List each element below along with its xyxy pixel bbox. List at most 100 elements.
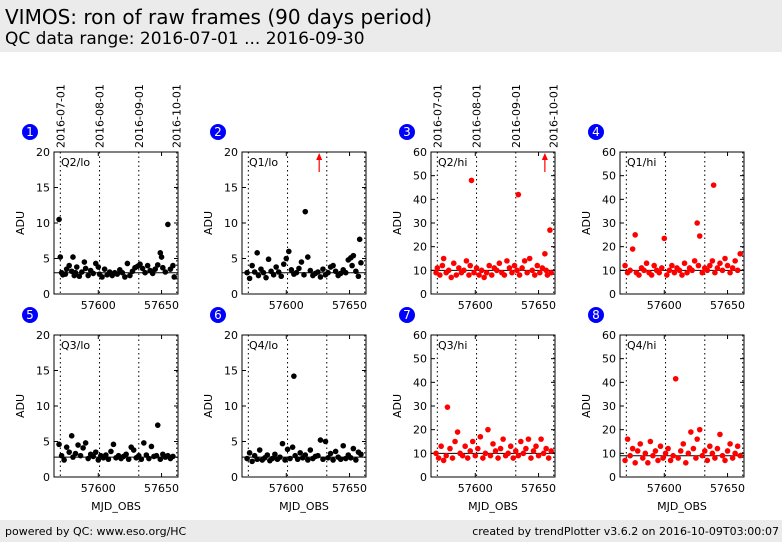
panel-5-ytick-label-1: 5: [43, 436, 50, 449]
panel-2-point-47: [356, 236, 363, 243]
panel-7-point-44: [543, 445, 549, 452]
footer-generator: created by trendPlotter v3.6.2 on 2016-1…: [472, 525, 779, 538]
panel-5-label: Q3/lo: [61, 339, 90, 352]
panel-1-point-39: [142, 269, 148, 276]
panel-3-xtick-label-1: 57650: [521, 299, 556, 312]
panel-6-point-36: [332, 448, 339, 455]
panel-5-point-21: [108, 448, 114, 455]
panel-8-point-41: [724, 448, 731, 454]
panel-7-point-43: [540, 450, 547, 457]
panel-3-point-43: [534, 262, 541, 269]
panel-3-point-8: [450, 260, 457, 267]
panel-2-point-25: [304, 254, 311, 260]
panel-4-point-17: [664, 272, 670, 278]
panel-4-point-15: [658, 265, 665, 271]
panel-8-ytick-label-1: 10: [602, 447, 616, 460]
panel-8-point-0: [622, 457, 628, 464]
panel-8-point-11: [650, 452, 656, 459]
panel-4-point-16: [661, 235, 668, 242]
panel-3-point-9: [453, 272, 460, 278]
panel-6-point-26: [307, 447, 314, 453]
panel-8-point-29: [694, 436, 700, 442]
panel-3-point-30: [504, 258, 510, 264]
panel-4-point-46: [732, 258, 738, 264]
panel-3-ytick-label-6: 60: [413, 146, 427, 159]
panel-3-ylabel: ADU: [391, 211, 404, 235]
panel-4-point-38: [712, 269, 718, 276]
panel-7-point-21: [485, 426, 491, 433]
panel-5-point-15: [92, 449, 99, 455]
panel-3-point-50: [548, 269, 555, 276]
panel-3-point-1: [434, 265, 441, 271]
panel-4-point-35: [707, 262, 713, 269]
panel-8-point-13: [655, 457, 661, 464]
panel-4-point-36: [709, 258, 716, 264]
panel-8-point-21: [675, 455, 682, 461]
panel-4-ytick-label-3: 30: [602, 217, 616, 230]
panel-2-point-40: [342, 269, 349, 276]
panel-7-ytick-label-4: 40: [413, 376, 427, 389]
panel-8-point-7: [639, 455, 646, 461]
panel-1-point-44: [154, 262, 161, 268]
panel-1-badge: [22, 124, 38, 140]
panel-3-point-20: [478, 267, 485, 274]
panel-1-point-49: [165, 221, 171, 228]
panel-4-point-4: [632, 232, 638, 238]
panel-8-point-20: [672, 375, 679, 382]
panel-8-point-24: [682, 460, 689, 466]
panel-7-point-16: [472, 452, 479, 459]
panel-7-point-3: [440, 457, 447, 464]
panel-1-ytick-label-4: 20: [36, 146, 50, 159]
page-title: VIMOS: ron of raw frames (90 days period…: [5, 5, 433, 29]
panel-4-point-31: [696, 233, 703, 239]
panel-1-point-28: [114, 271, 121, 277]
panel-3-ytick-label-0: 0: [420, 288, 427, 301]
panel-7-badge-number: 7: [403, 308, 411, 322]
panel-1-point-38: [139, 265, 146, 272]
panel-6-point-24: [302, 452, 309, 458]
panel-6-point-43: [350, 445, 357, 452]
panel-7-point-40: [533, 443, 539, 450]
panel-1-point-6: [66, 262, 72, 269]
panel-2-point-13: [275, 269, 282, 275]
panel-6-ytick-label-0: 0: [231, 471, 238, 484]
panel-1-point-20: [95, 264, 102, 270]
panel-7-point-18: [477, 433, 484, 440]
header-bar: VIMOS: ron of raw frames (90 days period…: [0, 0, 782, 52]
panel-2-point-18: [288, 267, 295, 273]
panel-4-point-20: [671, 269, 678, 276]
panel-6-point-30: [317, 437, 324, 443]
panel-7-point-12: [462, 443, 468, 450]
panel-5-badge: [22, 307, 38, 323]
panel-8-point-45: [734, 443, 741, 450]
panel-5-point-46: [170, 453, 176, 460]
panel-1-ytick-label-2: 10: [36, 217, 50, 230]
panel-8-point-44: [732, 450, 738, 457]
panel-3-point-35: [515, 191, 522, 198]
panel-2-point-7: [260, 269, 267, 276]
panel-3-date-label-2: 2016-09-01: [510, 84, 523, 148]
panel-6-point-18: [289, 444, 296, 450]
panel-5-ytick-label-0: 0: [43, 471, 50, 484]
panel-3-date-label-3: 2016-10-01: [548, 84, 561, 148]
panel-4-point-42: [722, 255, 728, 262]
panel-8-point-35: [709, 450, 716, 457]
panel-6-point-31: [320, 456, 326, 463]
panel-2-ytick-label-0: 0: [231, 288, 238, 301]
panel-6-point-10: [269, 455, 276, 462]
panel-5-point-36: [146, 455, 152, 462]
panel-2-point-48: [358, 259, 364, 266]
panel-4-point-0: [622, 262, 628, 269]
panel-1-point-16: [85, 272, 91, 279]
panel-8-point-16: [662, 450, 669, 457]
panel-2-point-12: [273, 264, 279, 270]
panel-3-point-42: [531, 272, 538, 278]
panel-3-point-39: [524, 269, 530, 276]
panel-4-point-24: [681, 260, 688, 267]
panel-3-badge: [399, 124, 415, 140]
panel-3-point-18: [473, 265, 480, 271]
panel-7-point-38: [528, 455, 534, 461]
panel-8-badge-number: 8: [592, 308, 600, 322]
panel-2-point-24: [302, 208, 309, 215]
